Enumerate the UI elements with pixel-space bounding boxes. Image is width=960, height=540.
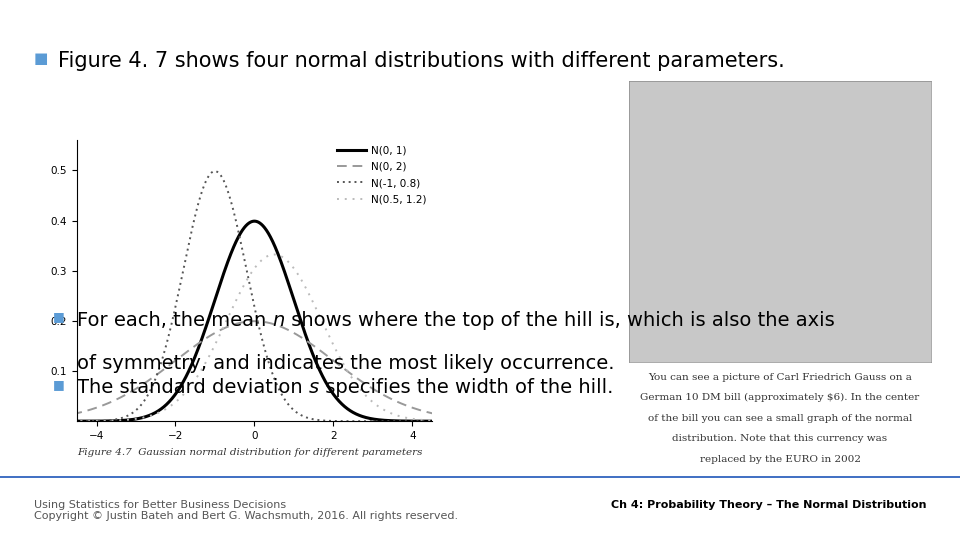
- Text: specifies the width of the hill.: specifies the width of the hill.: [319, 378, 613, 397]
- Text: Ch 4: Probability Theory – The Normal Distribution: Ch 4: Probability Theory – The Normal Di…: [611, 500, 926, 510]
- Text: n: n: [273, 310, 285, 329]
- Text: ■: ■: [53, 378, 64, 391]
- Text: shows where the top of the hill is, which is also the axis: shows where the top of the hill is, whic…: [285, 310, 834, 329]
- Text: German 10 DM bill (approximately $6). In the center: German 10 DM bill (approximately $6). In…: [640, 393, 920, 402]
- Text: replaced by the EURO in 2002: replaced by the EURO in 2002: [700, 455, 860, 464]
- Text: Figure 4. 7 shows four normal distributions with different parameters.: Figure 4. 7 shows four normal distributi…: [58, 51, 784, 71]
- Text: You can see a picture of Carl Friedrich Gauss on a: You can see a picture of Carl Friedrich …: [648, 373, 912, 382]
- Text: Figure 4.7  Gaussian normal distribution for different parameters: Figure 4.7 Gaussian normal distribution …: [77, 448, 422, 457]
- Text: s: s: [309, 378, 319, 397]
- Legend: N(0, 1), N(0, 2), N(-1, 0.8), N(0.5, 1.2): N(0, 1), N(0, 2), N(-1, 0.8), N(0.5, 1.2…: [337, 146, 427, 204]
- Text: of the bill you can see a small graph of the normal: of the bill you can see a small graph of…: [648, 414, 912, 423]
- Text: of symmetry, and indicates the most likely occurrence.: of symmetry, and indicates the most like…: [77, 354, 614, 373]
- Text: distribution. Note that this currency was: distribution. Note that this currency wa…: [672, 434, 888, 443]
- Text: ■: ■: [53, 310, 64, 323]
- Text: For each, the mean: For each, the mean: [77, 310, 273, 329]
- Text: The standard deviation: The standard deviation: [77, 378, 309, 397]
- Text: ■: ■: [34, 51, 48, 66]
- Text: Using Statistics for Better Business Decisions
Copyright © Justin Bateh and Bert: Using Statistics for Better Business Dec…: [34, 500, 458, 521]
